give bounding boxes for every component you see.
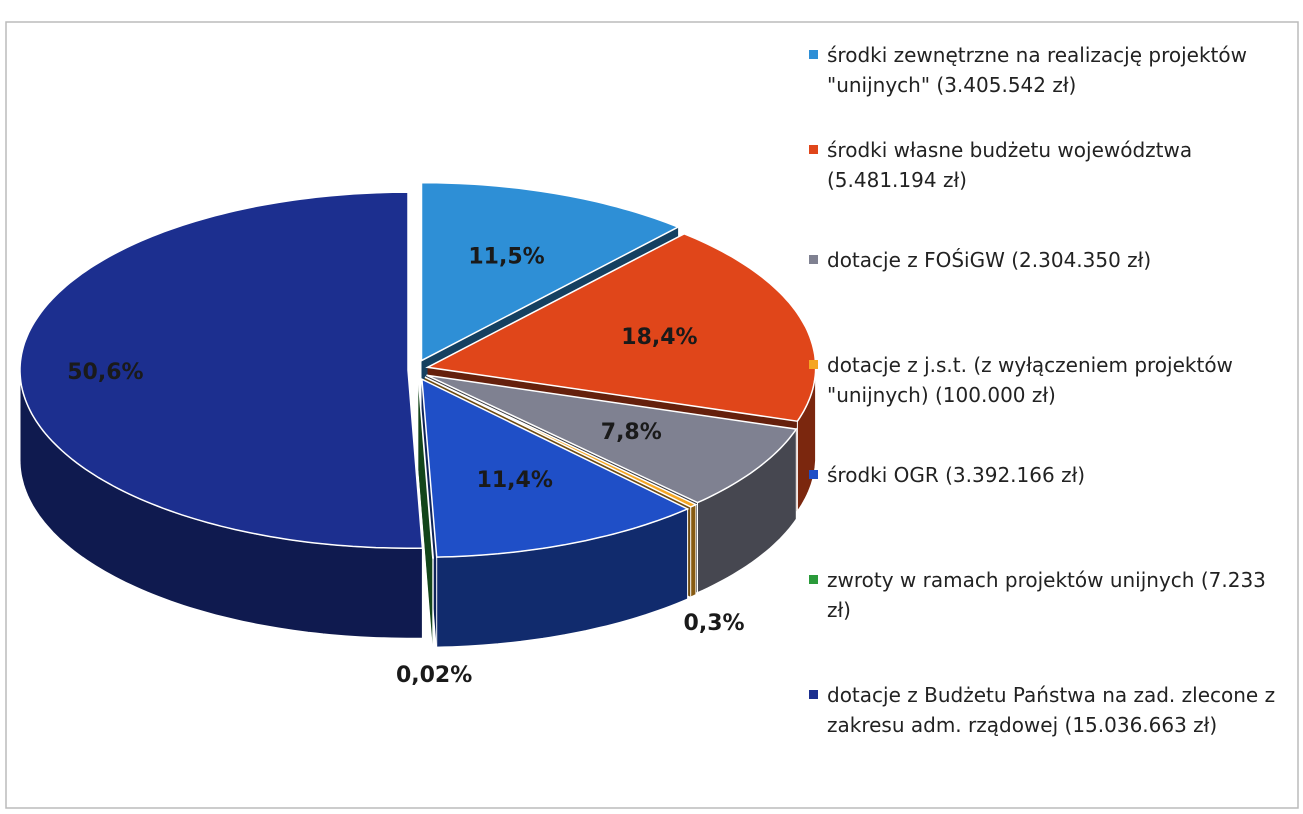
slice xyxy=(420,181,680,362)
slice-wall xyxy=(418,380,433,648)
legend-item: dotacje z j.s.t. (z wyłączeniem projektó… xyxy=(805,350,1285,410)
data-label: 0,3% xyxy=(684,611,745,636)
slice xyxy=(426,374,798,504)
legend-swatch xyxy=(809,690,818,699)
legend-label: dotacje z Budżetu Państwa na zad. zlecon… xyxy=(827,683,1276,737)
slice xyxy=(425,232,817,423)
legend-item: dotacje z FOŚiGW (2.304.350 zł) xyxy=(805,245,1285,275)
data-label: 11,4% xyxy=(477,468,553,493)
legend-item: środki OGR (3.392.166 zł) xyxy=(805,460,1285,490)
data-label: 18,4% xyxy=(621,325,697,350)
data-label: 11,5% xyxy=(468,244,544,269)
legend-label: zwroty w ramach projektów unijnych (7.23… xyxy=(827,568,1266,622)
data-label: 7,8% xyxy=(601,420,662,445)
slice xyxy=(417,379,435,559)
chart-frame xyxy=(5,21,1299,809)
slice xyxy=(421,377,690,558)
legend-label: środki OGR (3.392.166 zł) xyxy=(827,463,1086,487)
legend-swatch xyxy=(809,470,818,479)
legend-item: dotacje z Budżetu Państwa na zad. zlecon… xyxy=(805,680,1285,740)
legend-item: środki własne budżetu województwa (5.481… xyxy=(805,135,1285,195)
data-label: 50,6% xyxy=(67,360,143,385)
slice xyxy=(424,376,698,508)
legend-swatch xyxy=(809,575,818,584)
legend-swatch xyxy=(809,255,818,264)
legend-label: dotacje z j.s.t. (z wyłączeniem projektó… xyxy=(827,353,1233,407)
legend-label: środki własne budżetu województwa (5.481… xyxy=(827,138,1193,192)
legend-item: zwroty w ramach projektów unijnych (7.23… xyxy=(805,565,1285,625)
legend-swatch xyxy=(809,50,818,59)
legend-label: środki zewnętrzne na realizację projektó… xyxy=(827,43,1247,97)
legend-swatch xyxy=(809,360,818,369)
legend-label: dotacje z FOŚiGW (2.304.350 zł) xyxy=(827,248,1152,272)
legend-item: środki zewnętrzne na realizację projektó… xyxy=(805,40,1285,100)
data-label: 0,02% xyxy=(396,663,472,688)
slice xyxy=(19,191,424,549)
legend-swatch xyxy=(809,145,818,154)
slice-side xyxy=(690,503,697,598)
